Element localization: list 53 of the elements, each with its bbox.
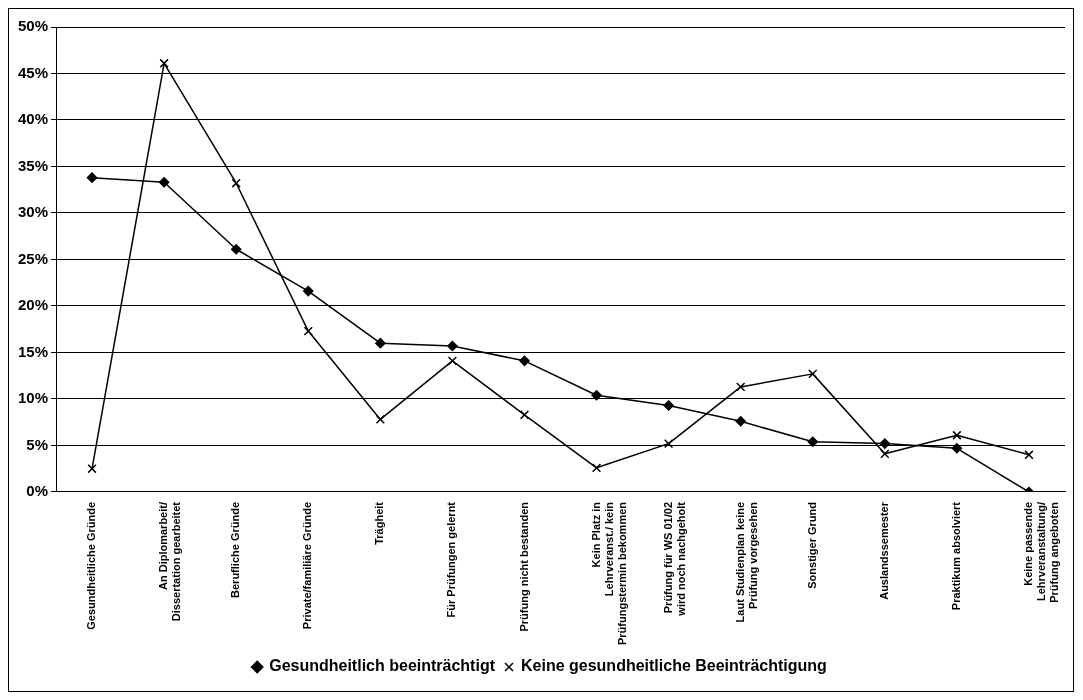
y-tick-label: 25% xyxy=(17,249,49,267)
x-tick-label: Gesundheitliche Gründe xyxy=(85,501,98,630)
legend-label: Keine gesundheitliche Beeinträchtigung xyxy=(520,657,827,675)
x-tick-label: Kein Platz in Lehrveranst./ kein Prüfungstermin bekommen xyxy=(589,501,628,646)
point xyxy=(303,326,313,336)
x-tick-label: Prüfung nicht bestanden xyxy=(517,501,530,632)
point xyxy=(447,356,458,366)
y-tick-label: 45% xyxy=(17,63,49,81)
y-tick-label: 40% xyxy=(17,110,49,128)
x-tick-label: Keine passende Lehrveranstaltung/ Prüfung angeboten xyxy=(1022,501,1061,603)
point xyxy=(519,410,530,420)
x-tick-label: Trägheit xyxy=(373,501,386,545)
point xyxy=(159,58,169,68)
x-tick-label: Sonstiger Grund xyxy=(805,501,818,589)
y-tick-label: 20% xyxy=(17,296,49,314)
point xyxy=(736,382,746,392)
x-tick-label: Auslandssemester xyxy=(877,501,890,600)
point xyxy=(880,449,890,459)
point xyxy=(735,416,746,427)
point xyxy=(663,400,674,411)
x-tick-label: Für Prüfungen gelernt xyxy=(445,501,458,618)
x-tick-label: Private/familiäre Gründe xyxy=(301,501,314,630)
point xyxy=(951,443,963,454)
point xyxy=(375,414,385,425)
y-tick-label: 30% xyxy=(17,203,49,221)
y-tick-label: 5% xyxy=(26,435,49,453)
legend-label: Gesundheitlich beeinträchtigt xyxy=(269,657,496,675)
y-tick-label: 0% xyxy=(26,482,49,500)
point xyxy=(86,172,98,183)
point xyxy=(807,436,819,448)
x-tick-label: Berufliche Gründe xyxy=(229,501,242,598)
point xyxy=(230,244,242,255)
point xyxy=(231,178,241,188)
point xyxy=(663,438,674,449)
y-tick-label: 10% xyxy=(17,389,49,407)
point xyxy=(87,464,97,474)
point xyxy=(519,355,530,367)
point xyxy=(808,369,818,379)
point xyxy=(591,463,602,473)
x-tick-label: Praktikum absolviert xyxy=(949,501,962,611)
x-tick-label: Prüfung für WS 01/02 wird noch nachgeholt xyxy=(661,501,687,617)
point xyxy=(952,430,962,440)
point xyxy=(158,177,170,188)
point xyxy=(1024,450,1034,460)
x-tick-label: An Diplomarbeit/ Dissertation gearbeitet xyxy=(157,501,183,622)
point xyxy=(375,337,386,349)
point xyxy=(447,340,458,352)
y-tick-label: 50% xyxy=(17,17,49,35)
point xyxy=(303,285,314,297)
point xyxy=(879,438,891,449)
y-tick-label: 35% xyxy=(17,156,49,174)
y-tick-label: 15% xyxy=(17,342,49,360)
point xyxy=(591,390,602,401)
